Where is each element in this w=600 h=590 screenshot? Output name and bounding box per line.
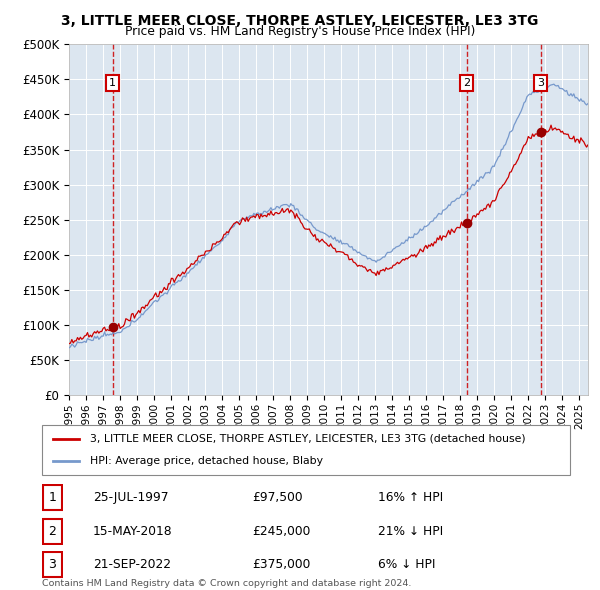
Text: 25-JUL-1997: 25-JUL-1997 (93, 491, 169, 504)
FancyBboxPatch shape (42, 425, 570, 475)
Text: HPI: Average price, detached house, Blaby: HPI: Average price, detached house, Blab… (89, 456, 323, 466)
Text: £97,500: £97,500 (252, 491, 302, 504)
Text: £245,000: £245,000 (252, 525, 310, 538)
Text: 15-MAY-2018: 15-MAY-2018 (93, 525, 173, 538)
FancyBboxPatch shape (43, 552, 62, 578)
Text: £375,000: £375,000 (252, 558, 310, 572)
Text: 3, LITTLE MEER CLOSE, THORPE ASTLEY, LEICESTER, LE3 3TG (detached house): 3, LITTLE MEER CLOSE, THORPE ASTLEY, LEI… (89, 434, 525, 444)
Text: 3: 3 (537, 78, 544, 88)
Text: Price paid vs. HM Land Registry's House Price Index (HPI): Price paid vs. HM Land Registry's House … (125, 25, 475, 38)
Text: 6% ↓ HPI: 6% ↓ HPI (378, 558, 436, 572)
Text: 3, LITTLE MEER CLOSE, THORPE ASTLEY, LEICESTER, LE3 3TG: 3, LITTLE MEER CLOSE, THORPE ASTLEY, LEI… (61, 14, 539, 28)
Text: 3: 3 (49, 558, 56, 572)
Text: Contains HM Land Registry data © Crown copyright and database right 2024.: Contains HM Land Registry data © Crown c… (42, 579, 412, 588)
Text: 16% ↑ HPI: 16% ↑ HPI (378, 491, 443, 504)
Text: 1: 1 (49, 491, 56, 504)
FancyBboxPatch shape (43, 485, 62, 510)
Text: 21-SEP-2022: 21-SEP-2022 (93, 558, 171, 572)
Text: 2: 2 (49, 525, 56, 538)
Text: 1: 1 (109, 78, 116, 88)
Text: 21% ↓ HPI: 21% ↓ HPI (378, 525, 443, 538)
FancyBboxPatch shape (43, 519, 62, 544)
Text: 2: 2 (463, 78, 470, 88)
